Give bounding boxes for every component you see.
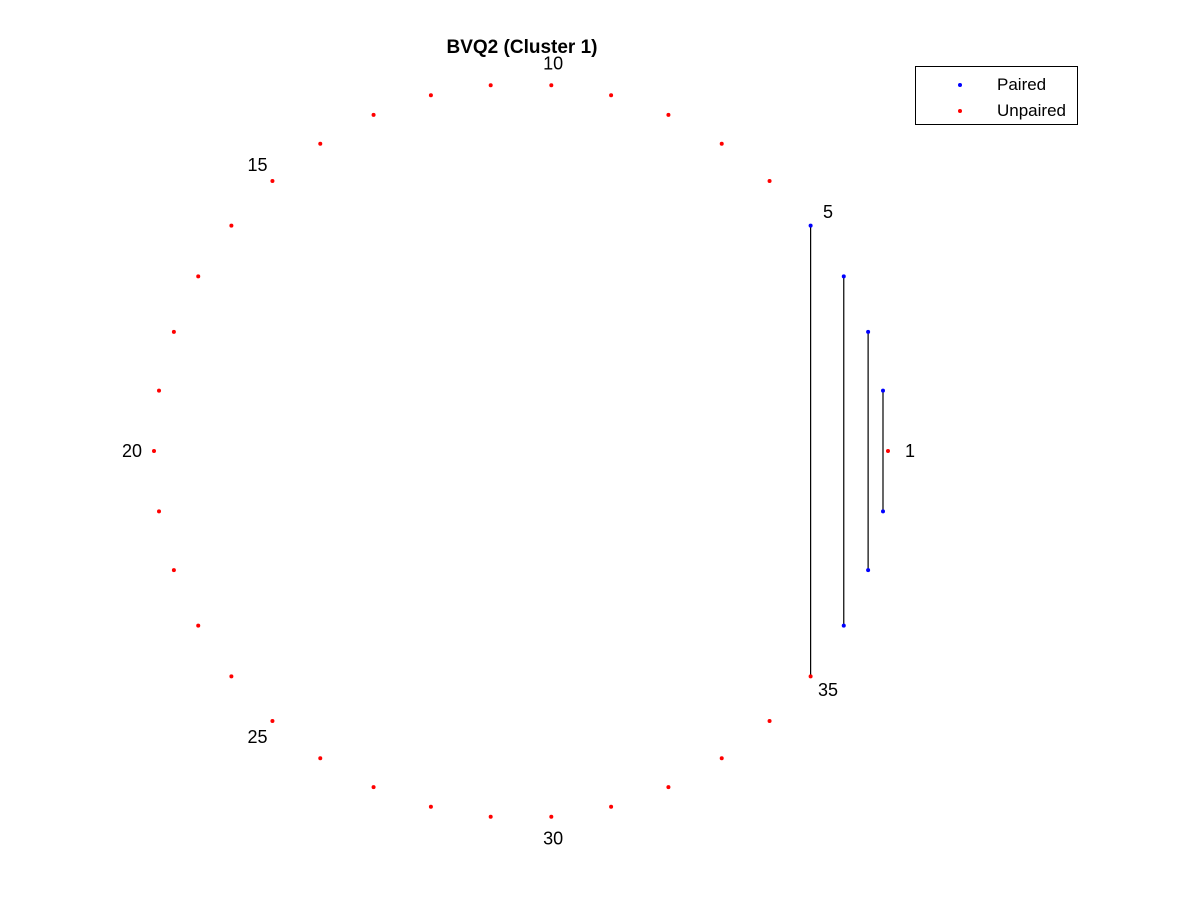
unpaired-marker <box>958 109 962 113</box>
paired-node-3 <box>866 329 871 334</box>
unpaired-node-24 <box>229 674 234 679</box>
unpaired-node-13 <box>371 112 376 117</box>
paired-node-5 <box>808 223 813 228</box>
unpaired-node-12 <box>428 93 433 98</box>
unpaired-node-27 <box>371 785 376 790</box>
unpaired-node-22 <box>171 568 176 573</box>
node-label-30: 30 <box>543 829 563 849</box>
legend-label-unpaired: Unpaired <box>997 101 1066 120</box>
unpaired-node-7 <box>719 141 724 146</box>
unpaired-node-6 <box>767 178 772 183</box>
unpaired-node-14 <box>318 141 323 146</box>
unpaired-node-28 <box>428 804 433 809</box>
unpaired-node-16 <box>229 223 234 228</box>
unpaired-node-34 <box>767 719 772 724</box>
legend: Paired Unpaired <box>915 66 1078 125</box>
legend-item-paired: Paired <box>916 74 1077 98</box>
node-label-5: 5 <box>823 202 833 222</box>
paired-node-36 <box>841 623 846 628</box>
pair-edges <box>810 225 884 677</box>
node-label-20: 20 <box>122 441 142 461</box>
unpaired-node-29 <box>488 814 493 819</box>
unpaired-node-11 <box>488 83 493 88</box>
paired-marker <box>958 83 962 87</box>
paired-node-4 <box>841 274 846 279</box>
unpaired-node-9 <box>609 93 614 98</box>
unpaired-node-18 <box>171 329 176 334</box>
unpaired-node-1 <box>886 449 890 453</box>
unpaired-node-32 <box>666 785 671 790</box>
node-label-25: 25 <box>248 727 268 747</box>
unpaired-node-33 <box>719 756 724 761</box>
unpaired-node-21 <box>157 509 162 514</box>
unpaired-node-17 <box>196 274 201 279</box>
legend-label-paired: Paired <box>997 75 1047 94</box>
paired-node-2 <box>880 388 885 393</box>
node-label-35: 35 <box>818 680 838 700</box>
unpaired-node-8 <box>666 112 671 117</box>
node-label-1: 1 <box>905 441 915 461</box>
unpaired-node-25 <box>270 719 275 724</box>
node-label-10: 10 <box>543 53 563 73</box>
unpaired-node-20 <box>152 449 156 453</box>
unpaired-node-31 <box>609 804 614 809</box>
node-label-15: 15 <box>248 155 268 175</box>
unpaired-node-30 <box>549 814 554 819</box>
chart-title: BVQ2 (Cluster 1) <box>446 37 598 58</box>
unpaired-node-26 <box>318 756 323 761</box>
unpaired-node-23 <box>196 623 201 628</box>
legend-item-unpaired: Unpaired <box>916 100 1077 124</box>
unpaired-node-15 <box>270 178 275 183</box>
node-points <box>152 83 890 819</box>
unpaired-node-19 <box>157 388 162 393</box>
unpaired-node-10 <box>549 83 554 88</box>
paired-node-38 <box>880 509 885 514</box>
unpaired-node-35 <box>808 674 813 679</box>
paired-node-37 <box>866 568 871 573</box>
